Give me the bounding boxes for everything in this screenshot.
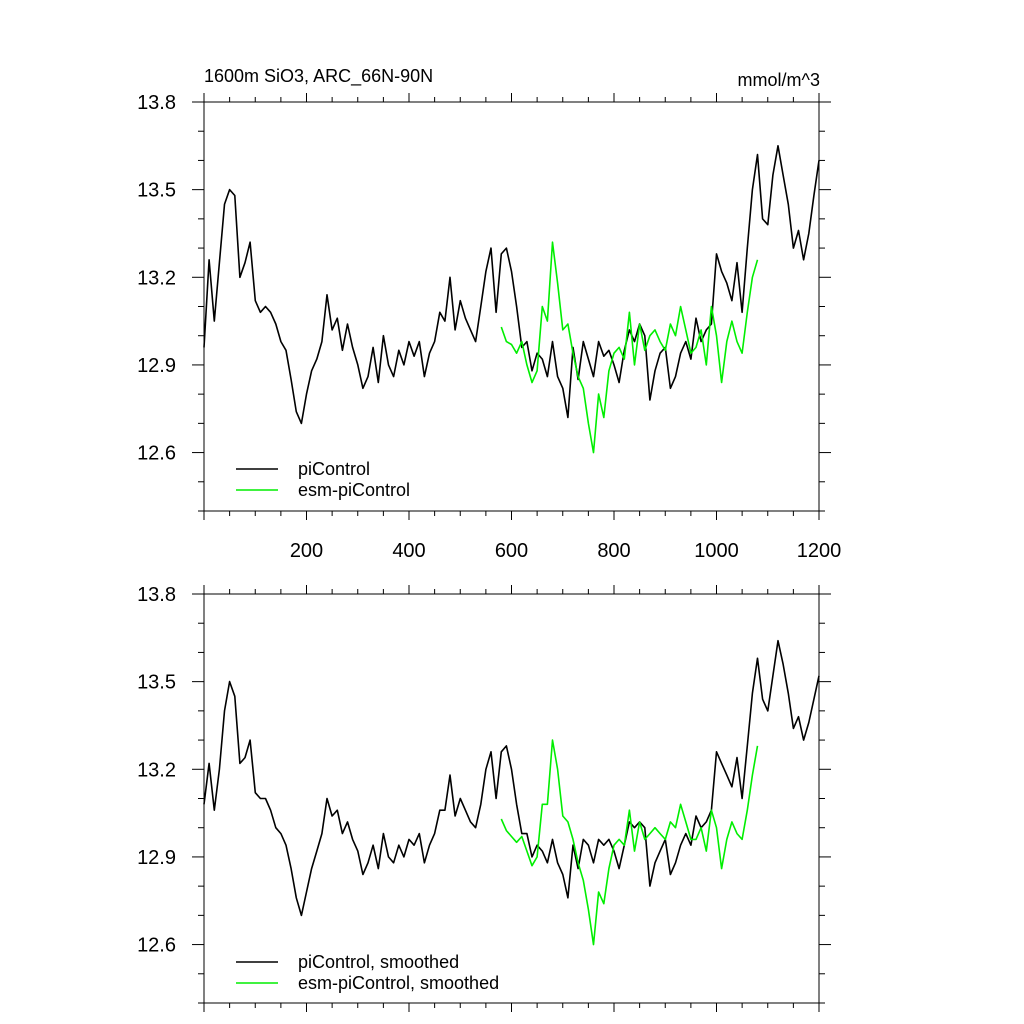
- series-line-picontrol: [203, 145, 820, 425]
- x-tick-label: 1200: [797, 540, 842, 562]
- legend-label-picontrol: piControl: [298, 459, 370, 479]
- tick-marks: [192, 585, 831, 1012]
- series-line-esm-picontrol-smoothed: [500, 739, 759, 946]
- tick-marks: [192, 93, 831, 520]
- legend: piControl esm-piControl: [236, 459, 410, 500]
- units-label: mmol/m^3: [738, 70, 820, 90]
- y-tick-label: 12.6: [137, 443, 176, 465]
- y-tick-label: 12.9: [137, 847, 176, 869]
- y-tick-label: 13.5: [137, 672, 176, 694]
- series-line-esm-picontrol: [500, 241, 759, 454]
- plot-frame: [203, 593, 820, 1004]
- legend-label-esm-picontrol: esm-piControl: [298, 480, 410, 500]
- y-tick-label: 12.9: [137, 355, 176, 377]
- y-tick-labels: 13.8 13.5 13.2 12.9 12.6: [137, 584, 176, 957]
- x-tick-label: 200: [290, 540, 323, 562]
- legend-label-picontrol-smoothed: piControl, smoothed: [298, 952, 459, 972]
- y-tick-label: 12.6: [137, 935, 176, 957]
- series-line-picontrol-smoothed: [203, 639, 820, 917]
- y-tick-label: 13.8: [137, 584, 176, 606]
- y-tick-labels: 13.8 13.5 13.2 12.9 12.6: [137, 92, 176, 465]
- x-tick-labels: 200 400 600 800 1000 1200: [290, 540, 841, 562]
- y-tick-label: 13.2: [137, 267, 176, 289]
- x-tick-label: 800: [597, 540, 630, 562]
- legend-label-esm-picontrol-smoothed: esm-piControl, smoothed: [298, 973, 499, 993]
- top-panel: 1600m SiO3, ARC_66N-90N mmol/m^3 13.813.…: [137, 66, 841, 562]
- legend: piControl, smoothed esm-piControl, smoot…: [236, 952, 499, 993]
- x-tick-label: 1000: [694, 540, 739, 562]
- y-tick-label: 13.8: [137, 92, 176, 114]
- plot-frame: [203, 101, 820, 512]
- series-layer: [203, 639, 820, 946]
- x-tick-label: 600: [495, 540, 528, 562]
- y-tick-label: 13.5: [137, 180, 176, 202]
- bottom-panel: 13.8 13.5 13.2 12.9 12.6 piControl, smoothed…: [137, 584, 831, 1012]
- chart-title: 1600m SiO3, ARC_66N-90N: [204, 66, 433, 87]
- x-tick-label: 400: [392, 540, 425, 562]
- y-tick-label: 13.2: [137, 759, 176, 781]
- series-layer: [203, 145, 820, 454]
